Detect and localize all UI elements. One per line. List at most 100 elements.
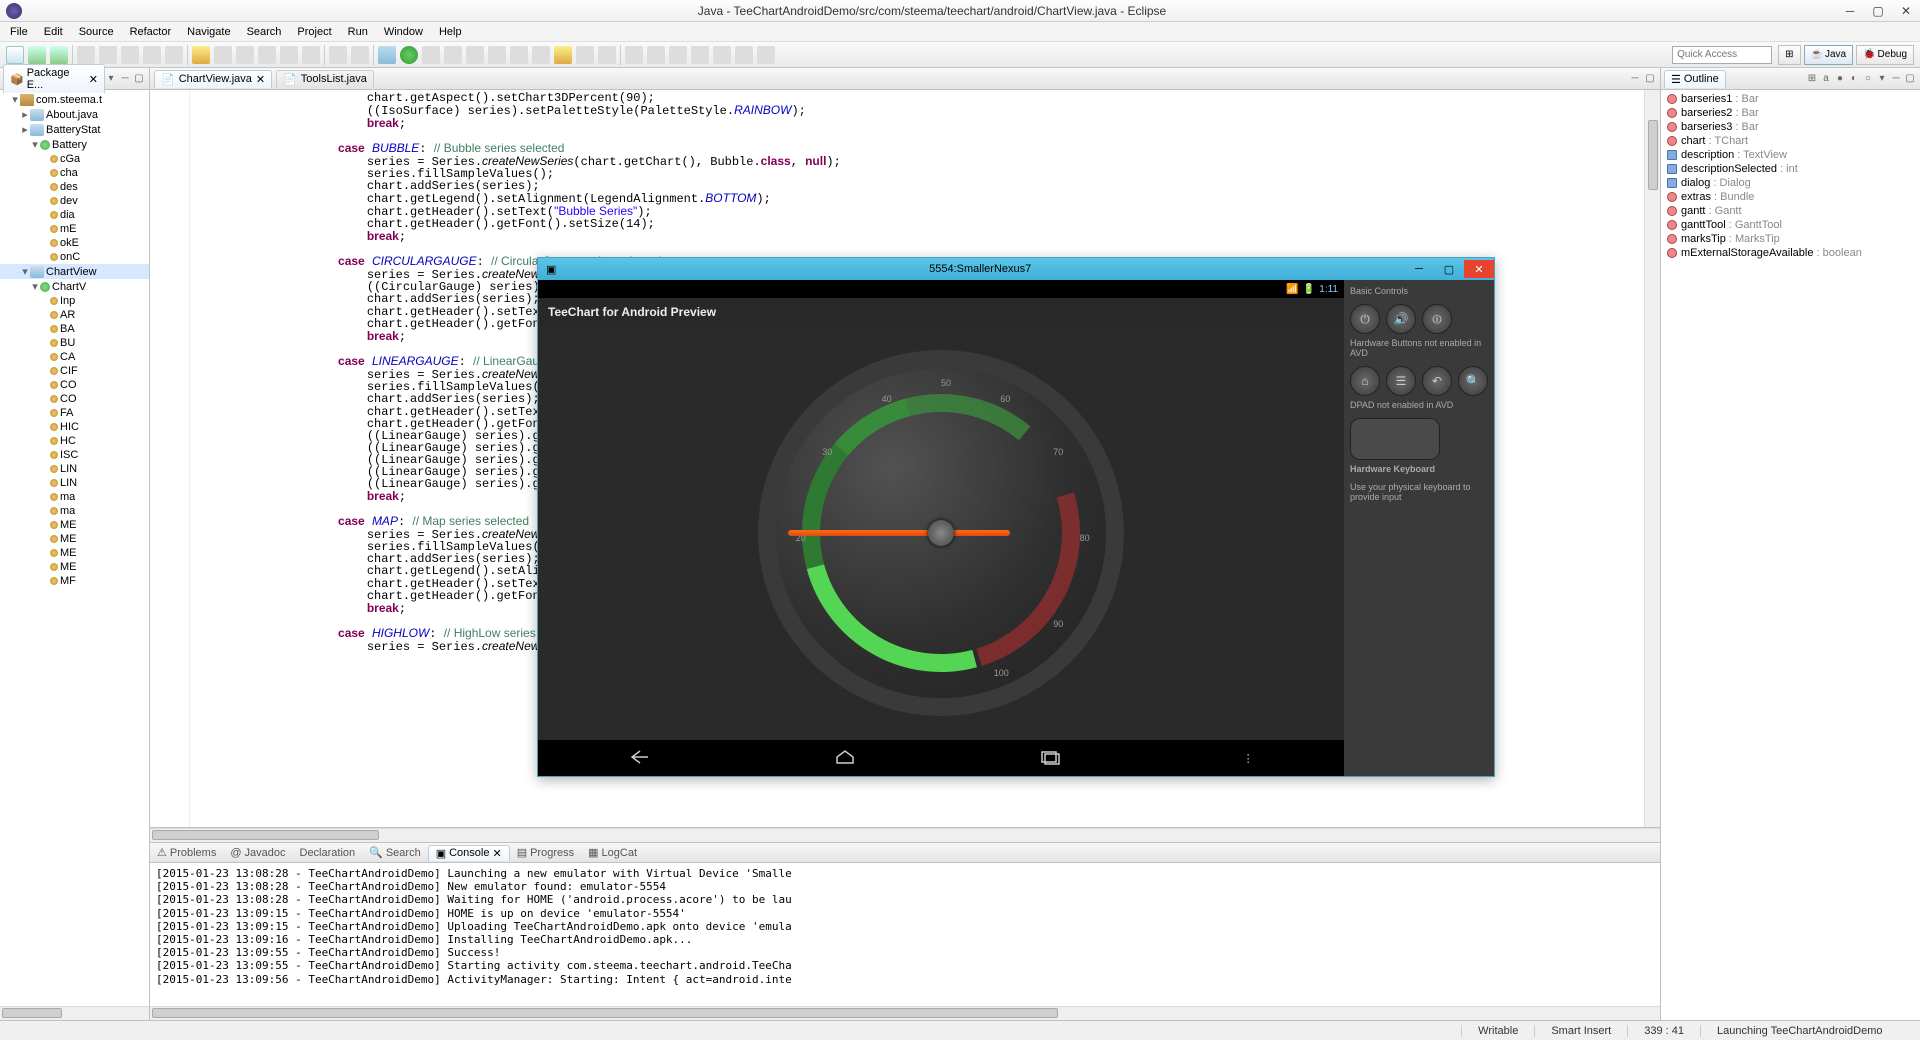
- tree-item[interactable]: HC: [0, 434, 149, 448]
- view-menu-icon[interactable]: ▾: [1876, 73, 1888, 85]
- tree-item[interactable]: ▾ChartView: [0, 264, 149, 279]
- tab-javadoc[interactable]: @ Javadoc: [223, 846, 292, 860]
- outline-icon[interactable]: ◐: [1848, 73, 1860, 85]
- menu-source[interactable]: Source: [71, 24, 122, 40]
- outline-item[interactable]: barseries1 : Bar: [1665, 92, 1916, 106]
- emulator-maximize-button[interactable]: ▢: [1434, 260, 1464, 278]
- outline-item[interactable]: mExternalStorageAvailable : boolean: [1665, 246, 1916, 260]
- tree-item[interactable]: dia: [0, 208, 149, 222]
- open-perspective-button[interactable]: ⊞: [1778, 45, 1800, 65]
- tab-logcat[interactable]: ▦ LogCat: [581, 845, 644, 860]
- emulator-window[interactable]: ▣ 5554:SmallerNexus7 ─ ▢ ✕ 📶 🔋 1:11 TeeC…: [537, 257, 1495, 777]
- saveall-button-icon[interactable]: [50, 46, 68, 64]
- menu-project[interactable]: Project: [289, 24, 339, 40]
- horizontal-scrollbar[interactable]: [0, 1006, 149, 1020]
- outline-icon[interactable]: ●: [1834, 73, 1846, 85]
- menu-hw-button[interactable]: ☰: [1386, 366, 1416, 396]
- tree-item[interactable]: ▸About.java: [0, 107, 149, 122]
- outline-item[interactable]: ganttTool : GanttTool: [1665, 218, 1916, 232]
- nav-home-icon[interactable]: [833, 748, 857, 769]
- home-hw-button[interactable]: ⌂: [1350, 366, 1380, 396]
- debug-button-icon[interactable]: [378, 46, 396, 64]
- tree-item[interactable]: ▸BatteryStat: [0, 122, 149, 137]
- tree-item[interactable]: dev: [0, 194, 149, 208]
- toolbar-icon[interactable]: [302, 46, 320, 64]
- device-screen[interactable]: 📶 🔋 1:11 TeeChart for Android Preview Ci…: [538, 280, 1344, 776]
- toolbar-icon[interactable]: [510, 46, 528, 64]
- toolbar-icon[interactable]: [669, 46, 687, 64]
- emulator-minimize-button[interactable]: ─: [1404, 260, 1434, 278]
- tree-item[interactable]: ME: [0, 546, 149, 560]
- toolbar-icon[interactable]: [192, 46, 210, 64]
- tree-item[interactable]: CIF: [0, 364, 149, 378]
- tree-item[interactable]: BA: [0, 322, 149, 336]
- nav-recents-icon[interactable]: [1038, 748, 1062, 769]
- toolbar-icon[interactable]: [625, 46, 643, 64]
- outline-item[interactable]: barseries2 : Bar: [1665, 106, 1916, 120]
- console-horizontal-scrollbar[interactable]: [150, 1006, 1660, 1020]
- tree-item[interactable]: ▾ChartV: [0, 279, 149, 294]
- close-button[interactable]: ✕: [1892, 2, 1920, 20]
- maximize-view-icon[interactable]: ▢: [133, 73, 145, 85]
- toolbar-icon[interactable]: [532, 46, 550, 64]
- menu-file[interactable]: File: [2, 24, 36, 40]
- tree-item[interactable]: FA: [0, 406, 149, 420]
- search-icon[interactable]: [554, 46, 572, 64]
- tree-item[interactable]: ▾com.steema.t: [0, 92, 149, 107]
- run-button-icon[interactable]: [400, 46, 418, 64]
- package-explorer-tab[interactable]: 📦 Package E... ✕: [3, 64, 105, 93]
- tree-item[interactable]: mE: [0, 222, 149, 236]
- editor-tab-chartview[interactable]: 📄 ChartView.java ✕: [154, 70, 272, 88]
- save-button-icon[interactable]: [28, 46, 46, 64]
- menu-run[interactable]: Run: [340, 24, 376, 40]
- tree-item[interactable]: onC: [0, 250, 149, 264]
- outline-tab[interactable]: ☰ Outline: [1664, 70, 1726, 88]
- menu-edit[interactable]: Edit: [36, 24, 71, 40]
- tree-item[interactable]: LIN: [0, 476, 149, 490]
- tree-item[interactable]: CO: [0, 378, 149, 392]
- toolbar-icon[interactable]: [143, 46, 161, 64]
- maximize-editor-icon[interactable]: ▢: [1644, 73, 1656, 85]
- minimize-view-icon[interactable]: ─: [1890, 73, 1902, 85]
- tab-progress[interactable]: ▤ Progress: [510, 845, 581, 860]
- java-perspective-button[interactable]: ☕ Java: [1804, 45, 1854, 65]
- toolbar-icon[interactable]: [735, 46, 753, 64]
- tree-item[interactable]: Inp: [0, 294, 149, 308]
- toolbar-icon[interactable]: [576, 46, 594, 64]
- tree-item[interactable]: AR: [0, 308, 149, 322]
- tree-item[interactable]: CO: [0, 392, 149, 406]
- tree-item[interactable]: BU: [0, 336, 149, 350]
- menu-refactor[interactable]: Refactor: [122, 24, 180, 40]
- toolbar-icon[interactable]: [214, 46, 232, 64]
- toolbar-icon[interactable]: [647, 46, 665, 64]
- outline-item[interactable]: descriptionSelected : int: [1665, 162, 1916, 176]
- debug-perspective-button[interactable]: 🐞 Debug: [1856, 45, 1914, 65]
- tree-item[interactable]: ME: [0, 532, 149, 546]
- tree-item[interactable]: okE: [0, 236, 149, 250]
- toolbar-icon[interactable]: [99, 46, 117, 64]
- view-menu-icon[interactable]: ▾: [105, 73, 117, 85]
- outline-icon[interactable]: ○: [1862, 73, 1874, 85]
- outline-item[interactable]: chart : TChart: [1665, 134, 1916, 148]
- editor-horizontal-scrollbar[interactable]: [150, 828, 1660, 842]
- power-button[interactable]: ⏻: [1350, 304, 1380, 334]
- package-explorer-tree[interactable]: ▾com.steema.t▸About.java▸BatteryStat▾Bat…: [0, 90, 149, 1006]
- outline-item[interactable]: dialog : Dialog: [1665, 176, 1916, 190]
- tree-item[interactable]: ma: [0, 490, 149, 504]
- tab-problems[interactable]: ⚠ Problems: [150, 845, 223, 860]
- outline-icon[interactable]: ⊞: [1806, 73, 1818, 85]
- emulator-titlebar[interactable]: ▣ 5554:SmallerNexus7 ─ ▢ ✕: [538, 258, 1494, 280]
- toolbar-icon[interactable]: [121, 46, 139, 64]
- toolbar-icon[interactable]: [713, 46, 731, 64]
- tree-item[interactable]: ISC: [0, 448, 149, 462]
- menu-navigate[interactable]: Navigate: [179, 24, 238, 40]
- quick-access-input[interactable]: [1672, 46, 1772, 64]
- tree-item[interactable]: CA: [0, 350, 149, 364]
- tab-console[interactable]: ▣ Console ✕: [428, 845, 510, 861]
- toolbar-icon[interactable]: [488, 46, 506, 64]
- tree-item[interactable]: ME: [0, 518, 149, 532]
- tree-item[interactable]: cha: [0, 166, 149, 180]
- outline-item[interactable]: extras : Bundle: [1665, 190, 1916, 204]
- vertical-scrollbar[interactable]: [1644, 90, 1660, 827]
- tree-item[interactable]: ▾Battery: [0, 137, 149, 152]
